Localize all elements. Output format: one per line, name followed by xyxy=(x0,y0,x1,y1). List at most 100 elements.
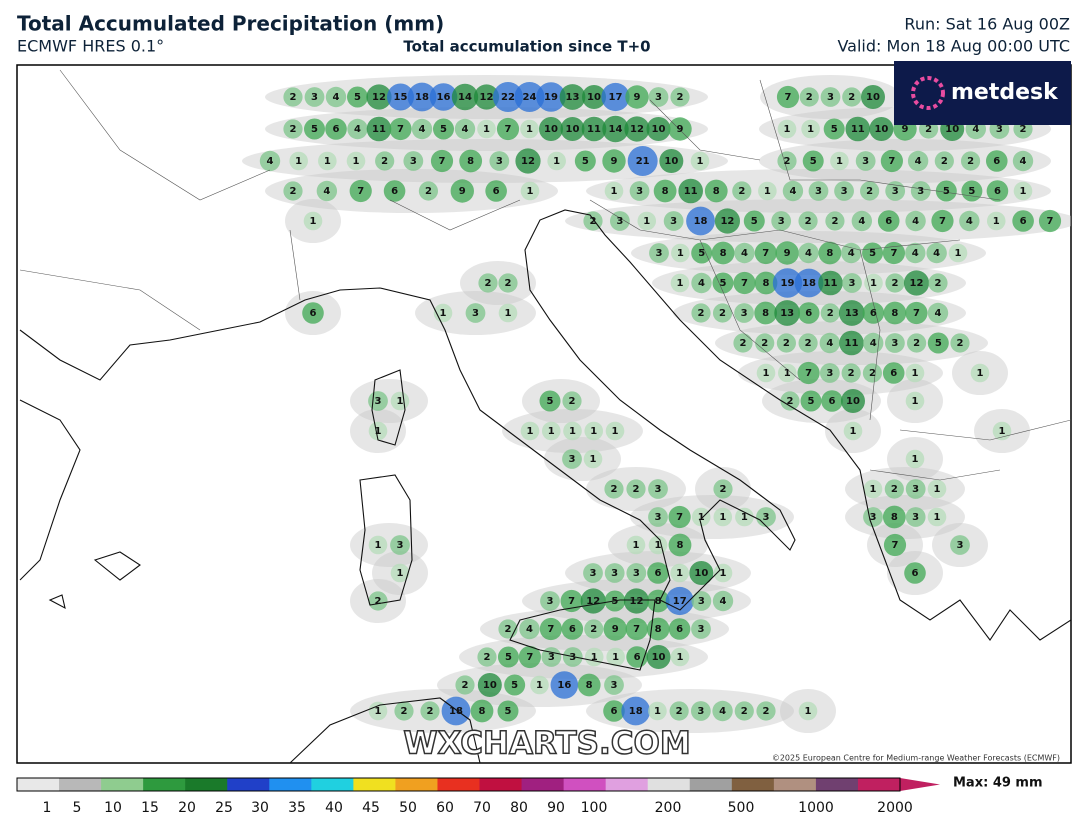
precip-label: 14 xyxy=(458,92,472,103)
precip-label: 2 xyxy=(848,368,855,379)
precip-patch xyxy=(520,421,540,441)
precip-patch xyxy=(304,87,325,107)
precip-label: 1 xyxy=(763,368,770,379)
precip-patch xyxy=(986,211,1006,231)
precip-patch xyxy=(368,701,388,721)
precip-label: 5 xyxy=(505,652,512,663)
precip-label: 3 xyxy=(655,484,662,495)
precip-label: 11 xyxy=(372,124,386,135)
precip-patch xyxy=(648,507,668,527)
colorbar-swatch xyxy=(731,778,775,791)
shade-haze xyxy=(460,261,536,305)
precip-patch xyxy=(514,82,545,112)
precip-label: 1 xyxy=(698,512,705,523)
precip-patch xyxy=(801,119,820,139)
precip-patch xyxy=(758,181,777,201)
precip-patch xyxy=(776,333,797,353)
precip-label: 10 xyxy=(566,124,580,135)
precip-label: 2 xyxy=(805,216,812,227)
precip-label: 3 xyxy=(590,568,597,579)
precip-label: 5 xyxy=(311,124,318,135)
precip-patch xyxy=(818,241,842,265)
sardinia xyxy=(359,474,413,606)
precip-patch xyxy=(626,479,646,499)
precip-label: 10 xyxy=(587,92,601,103)
precip-label: 2 xyxy=(740,338,747,349)
precip-label: 4 xyxy=(333,92,340,103)
precip-label: 19 xyxy=(781,278,795,289)
precip-label: 2 xyxy=(957,338,964,349)
precip-patch xyxy=(842,87,862,107)
precip-label: 3 xyxy=(655,92,662,103)
colorbar-swatch xyxy=(815,778,859,791)
precip-patch xyxy=(950,535,970,555)
precip-patch xyxy=(473,84,500,110)
precip-patch xyxy=(394,701,414,721)
precip-patch xyxy=(797,302,820,324)
precip-patch xyxy=(713,563,733,583)
precip-patch xyxy=(1038,209,1062,233)
precip-patch xyxy=(670,647,690,667)
precip-label: 7 xyxy=(741,278,748,289)
precip-patch xyxy=(455,675,475,695)
precip-label: 6 xyxy=(912,568,919,579)
precip-label: 8 xyxy=(662,186,669,197)
precip-patch xyxy=(905,391,925,411)
precip-label: 1 xyxy=(654,706,661,717)
precip-patch xyxy=(560,589,583,613)
precip-patch xyxy=(743,210,765,232)
precip-patch xyxy=(559,84,586,110)
precip-patch xyxy=(712,700,733,722)
precip-label: 2 xyxy=(806,92,813,103)
precip-patch xyxy=(883,533,907,557)
precip-label: 4 xyxy=(419,124,426,135)
precip-patch xyxy=(547,151,566,171)
precip-label: 2 xyxy=(381,156,388,167)
precip-label: 6 xyxy=(493,186,500,197)
precip-patch xyxy=(623,588,650,614)
precip-patch xyxy=(691,591,712,611)
precip-patch xyxy=(318,151,337,171)
precip-patch xyxy=(823,118,845,140)
precip-patch xyxy=(498,303,518,323)
colorbar-tick-label: 30 xyxy=(251,800,269,816)
map-labels: 2 3 4 5 12 15 18 16 14 12 22 24 19 13 10 17 9 3 2 7 2 3 2 102 5 6… xyxy=(267,92,1054,717)
precip-label: 2 xyxy=(892,278,899,289)
precip-label: 9 xyxy=(611,156,618,167)
precip-patch xyxy=(625,617,648,641)
precip-patch xyxy=(536,82,566,112)
precip-patch xyxy=(420,701,440,721)
precip-label: 17 xyxy=(673,596,687,607)
precip-patch xyxy=(905,363,925,383)
precip-patch xyxy=(755,333,775,353)
precip-patch xyxy=(782,180,804,202)
precip-label: 7 xyxy=(357,186,364,197)
precip-label: 3 xyxy=(496,156,503,167)
precip-patch xyxy=(519,618,540,640)
precip-patch xyxy=(845,116,871,142)
precip-label: 1 xyxy=(612,652,619,663)
precip-label: 9 xyxy=(459,186,466,197)
precip-patch xyxy=(754,241,777,265)
precip-label: 2 xyxy=(569,396,576,407)
precip-patch xyxy=(604,675,624,695)
precip-label: 1 xyxy=(870,484,877,495)
max-label: Max: 49 mm xyxy=(953,776,1043,791)
balearics xyxy=(48,551,141,610)
precip-label: 2 xyxy=(290,92,297,103)
precip-patch xyxy=(843,421,863,441)
precip-patch xyxy=(366,84,392,110)
precip-label: 6 xyxy=(805,308,812,319)
precip-label: 7 xyxy=(805,368,812,379)
precip-patch xyxy=(885,333,905,353)
precip-patch xyxy=(799,87,819,107)
precip-patch xyxy=(794,268,824,298)
precip-patch xyxy=(349,179,372,203)
precip-label: 4 xyxy=(972,124,979,135)
colorbar-swatch xyxy=(269,778,312,791)
precip-patch xyxy=(819,363,840,383)
precip-label: 9 xyxy=(677,124,684,135)
precip-label: 1 xyxy=(934,484,941,495)
precip-label: 1 xyxy=(505,308,512,319)
precip-patch xyxy=(864,273,883,293)
